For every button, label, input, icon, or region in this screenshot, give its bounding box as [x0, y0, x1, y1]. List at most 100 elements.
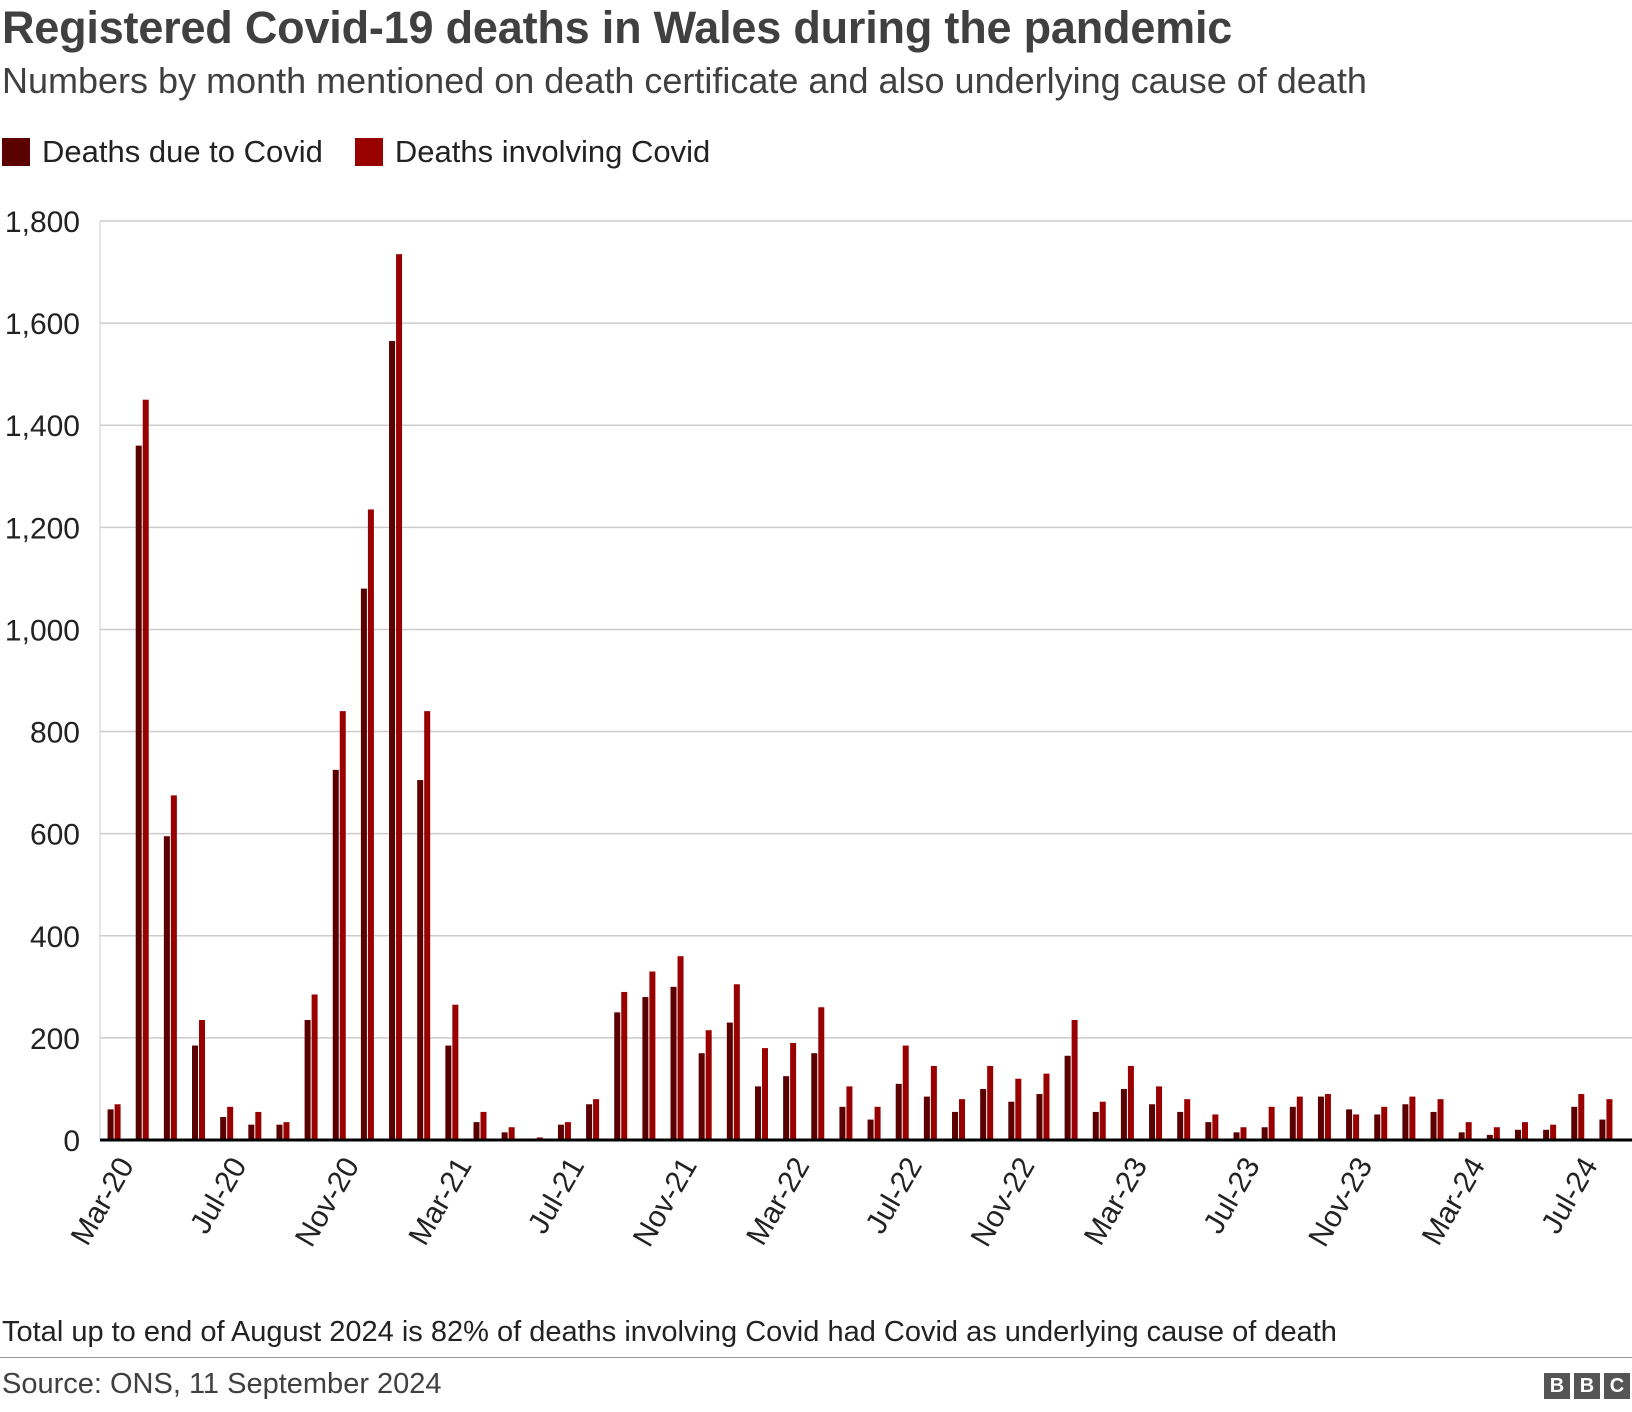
legend-item-involving: Deaths involving Covid — [354, 134, 711, 170]
bar-deaths-involving — [367, 509, 374, 1141]
legend-item-due: Deaths due to Covid — [2, 134, 323, 170]
x-tick-label: Nov-21 — [627, 1152, 704, 1252]
bar-deaths-due — [952, 1111, 959, 1140]
bar-deaths-involving — [114, 1104, 121, 1140]
bar-deaths-involving — [818, 1007, 825, 1140]
bar-deaths-due — [1346, 1109, 1353, 1140]
bar-deaths-involving — [1015, 1078, 1022, 1140]
bar-deaths-due — [698, 1053, 705, 1140]
bar-deaths-due — [1092, 1111, 1099, 1140]
bar-deaths-due — [1543, 1129, 1550, 1140]
bar-deaths-involving — [649, 971, 656, 1140]
bar-deaths-due — [276, 1124, 283, 1140]
bar-deaths-due — [417, 780, 424, 1140]
bar-deaths-due — [501, 1132, 508, 1140]
x-tick-label: Mar-22 — [740, 1152, 816, 1251]
chart-title: Registered Covid-19 deaths in Wales duri… — [2, 2, 1233, 53]
bar-deaths-due — [1177, 1111, 1184, 1140]
bar-deaths-involving — [1550, 1124, 1557, 1140]
bar-deaths-due — [1486, 1134, 1493, 1140]
bar-deaths-involving — [902, 1045, 909, 1140]
legend-label-due: Deaths due to Covid — [42, 134, 323, 169]
bar-deaths-due — [1430, 1111, 1437, 1140]
x-tick-label: Nov-23 — [1302, 1152, 1379, 1252]
bar-deaths-due — [473, 1122, 480, 1140]
bar-deaths-involving — [1268, 1106, 1275, 1140]
bar-deaths-due — [1514, 1129, 1521, 1140]
bar-deaths-due — [1120, 1088, 1127, 1140]
bar-deaths-due — [1374, 1114, 1381, 1140]
bar-deaths-involving — [846, 1086, 853, 1140]
bar-deaths-involving — [1071, 1020, 1078, 1140]
bar-deaths-due — [614, 1012, 621, 1140]
bar-deaths-involving — [1465, 1122, 1472, 1140]
bar-deaths-involving — [1043, 1073, 1050, 1140]
x-tick-label: Mar-21 — [402, 1152, 478, 1251]
bar-deaths-due — [839, 1106, 846, 1140]
bar-deaths-involving — [1437, 1099, 1444, 1140]
bar-deaths-due — [1317, 1096, 1324, 1140]
bar-deaths-involving — [199, 1020, 206, 1140]
bar-deaths-due — [445, 1045, 452, 1140]
legend-swatch-due — [2, 138, 30, 166]
bar-deaths-involving — [987, 1065, 994, 1140]
y-tick-label: 200 — [30, 1023, 80, 1056]
bar-deaths-involving — [564, 1122, 571, 1140]
x-tick-label: Nov-20 — [289, 1152, 366, 1252]
bar-deaths-due — [1205, 1122, 1212, 1140]
bar-deaths-involving — [1324, 1094, 1331, 1140]
bar-deaths-involving — [1409, 1096, 1416, 1140]
y-tick-label: 1,400 — [5, 410, 80, 443]
bar-deaths-involving — [227, 1106, 234, 1140]
legend: Deaths due to Covid Deaths involving Cov… — [2, 134, 742, 170]
bar-deaths-due — [1458, 1132, 1465, 1140]
bar-deaths-involving — [959, 1099, 966, 1140]
y-tick-label: 1,600 — [5, 308, 80, 341]
logo-letter: B — [1574, 1373, 1600, 1399]
bar-deaths-due — [1008, 1101, 1015, 1140]
bar-deaths-due — [1064, 1055, 1071, 1140]
bar-deaths-due — [192, 1045, 199, 1140]
y-tick-label: 400 — [30, 921, 80, 954]
bar-deaths-involving — [1156, 1086, 1163, 1140]
bar-deaths-due — [923, 1096, 930, 1140]
y-tick-label: 1,200 — [5, 512, 80, 545]
x-tick-label: Nov-22 — [965, 1152, 1042, 1252]
bar-deaths-due — [163, 836, 170, 1140]
bar-deaths-involving — [1578, 1094, 1585, 1140]
bar-deaths-due — [586, 1104, 593, 1140]
bar-deaths-involving — [874, 1106, 881, 1140]
bar-deaths-involving — [283, 1122, 290, 1140]
bar-deaths-involving — [1240, 1127, 1247, 1140]
x-tick-label: Mar-23 — [1078, 1152, 1154, 1251]
bar-deaths-involving — [930, 1065, 937, 1140]
bar-deaths-involving — [1521, 1122, 1528, 1140]
bar-deaths-due — [1149, 1104, 1156, 1140]
bar-deaths-due — [895, 1083, 902, 1140]
legend-swatch-involving — [354, 138, 383, 166]
bar-deaths-involving — [339, 711, 346, 1140]
bar-deaths-involving — [1353, 1114, 1360, 1140]
bar-deaths-due — [1599, 1119, 1606, 1140]
bar-deaths-involving — [1099, 1101, 1106, 1140]
bar-chart: 0 200 400 600 800 1,000 1,200 1,400 1,600 1,800 Ma… — [5, 206, 1632, 1252]
chart-subtitle: Numbers by month mentioned on death cert… — [2, 60, 1367, 101]
bbc-logo: B B C — [1540, 1373, 1630, 1399]
bar-deaths-involving — [761, 1048, 768, 1140]
bar-deaths-involving — [1212, 1114, 1219, 1140]
legend-label-involving: Deaths involving Covid — [394, 134, 711, 169]
bar-deaths-due — [867, 1119, 874, 1140]
bar-deaths-due — [220, 1117, 227, 1140]
bar-deaths-involving — [1296, 1096, 1303, 1140]
x-tick-label: Jul-22 — [860, 1152, 929, 1239]
bar-deaths-due — [1571, 1106, 1578, 1140]
bar-deaths-involving — [311, 994, 318, 1140]
bar-deaths-due — [726, 1022, 733, 1140]
bar-deaths-due — [980, 1088, 987, 1140]
x-tick-label: Jul-21 — [522, 1152, 591, 1239]
y-tick-label: 1,000 — [5, 614, 80, 647]
bar-deaths-due — [1261, 1127, 1268, 1140]
bar-deaths-due — [135, 445, 142, 1141]
bar-deaths-due — [670, 986, 677, 1140]
bar-deaths-involving — [705, 1030, 712, 1140]
